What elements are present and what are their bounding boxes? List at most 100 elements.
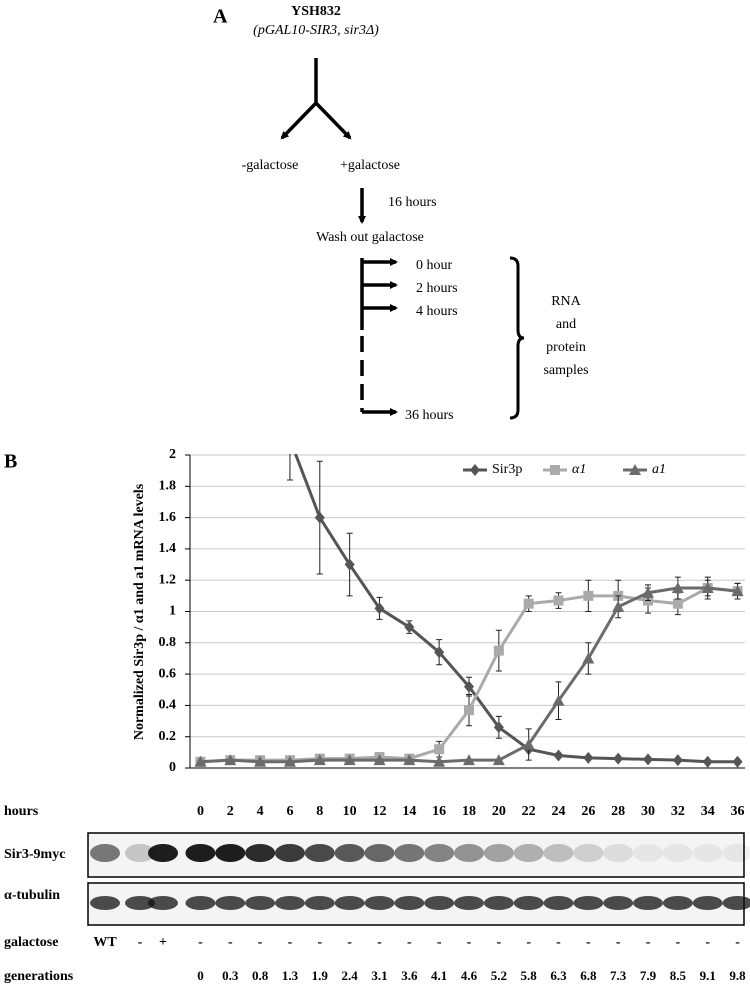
galactose-label: - (138, 935, 143, 950)
x-tick-label: 26 (581, 804, 595, 819)
marker (522, 738, 535, 750)
y-tick-label: 1.4 (159, 541, 177, 556)
timepoint: 0 hour (416, 258, 453, 273)
marker (313, 754, 326, 766)
galactose-label: - (317, 935, 322, 950)
marker (314, 511, 325, 524)
band (603, 844, 634, 862)
y-tick-label: 1.8 (159, 479, 177, 494)
series-line (200, 586, 738, 764)
band (513, 844, 544, 862)
marker (463, 705, 474, 716)
marker (672, 754, 683, 767)
marker (582, 652, 595, 664)
generation-label: 4.6 (461, 968, 478, 983)
generation-label: 1.9 (312, 968, 329, 983)
marker (434, 744, 445, 755)
generation-label: 0 (197, 968, 204, 983)
marker (613, 752, 624, 765)
generation-label: 4.1 (431, 968, 447, 983)
plot-area (194, 454, 744, 768)
arrow (280, 101, 318, 140)
marker (523, 598, 534, 609)
legend-label: a1 (652, 462, 666, 477)
marker (702, 755, 713, 768)
band (722, 844, 750, 862)
marker (550, 465, 560, 475)
marker (732, 755, 743, 768)
marker (583, 751, 594, 764)
generation-label: 0.8 (252, 968, 269, 983)
galactose-label: - (198, 935, 203, 950)
band (125, 896, 155, 910)
marker (224, 754, 237, 766)
band (692, 896, 723, 910)
row-label: galactose (4, 935, 58, 950)
duration: 16 hours (388, 195, 437, 210)
x-tick-label: 28 (611, 804, 625, 819)
generation-label: 6.8 (580, 968, 597, 983)
marker (343, 754, 356, 766)
x-tick-label: 6 (286, 804, 293, 819)
strain: YSH832 (291, 4, 341, 19)
legend: Sir3p α1 a1 (463, 462, 666, 477)
band (483, 844, 514, 862)
marker (583, 590, 594, 601)
generation-label: 0.3 (222, 968, 239, 983)
y-tick-label: 1 (169, 604, 176, 619)
x-tick-label: 10 (343, 804, 357, 819)
galactose-label: - (496, 935, 501, 950)
band (633, 896, 664, 910)
band (245, 896, 276, 910)
galactose-label: - (556, 935, 561, 950)
band (424, 896, 455, 910)
bracket (509, 256, 525, 420)
galactose-label: - (616, 935, 621, 950)
galactose-label: - (676, 935, 681, 950)
band (483, 896, 514, 910)
galactose-label: - (377, 935, 382, 950)
panel-label: A (213, 6, 228, 28)
x-tick-label: 20 (492, 804, 506, 819)
galactose-label: - (407, 935, 412, 950)
x-tick-label: 22 (522, 804, 536, 819)
genotype: (pGAL10-SIR3, sir3Δ) (253, 23, 379, 38)
band (453, 896, 484, 910)
sample-label: RNA (551, 294, 581, 309)
y-tick-label: 0.6 (159, 666, 177, 681)
marker (470, 464, 480, 476)
y-tick-label: 1.6 (159, 510, 177, 525)
band (148, 896, 178, 910)
condition: +galactose (340, 158, 400, 173)
x-tick-label: 16 (432, 804, 446, 819)
band (274, 844, 305, 862)
band (722, 896, 750, 910)
marker (642, 586, 655, 598)
band (304, 844, 335, 862)
x-tick-label: 24 (552, 804, 566, 819)
galactose-label: - (258, 935, 263, 950)
galactose-label: + (159, 935, 167, 950)
grid: 0 0.2 0.4 0.6 0.8 1 1.2 1.4 1.6 1.8 2 (159, 447, 745, 775)
band (633, 844, 664, 862)
marker (283, 755, 296, 767)
series-line (200, 586, 738, 764)
sample-label: samples (543, 363, 588, 378)
galactose-label: - (228, 935, 233, 950)
marker (629, 464, 641, 475)
generation-label: 7.3 (610, 968, 627, 983)
legend-label: α1 (572, 462, 586, 477)
band (90, 896, 120, 910)
marker (373, 754, 386, 766)
band (215, 844, 246, 862)
x-tick-label: 8 (316, 804, 323, 819)
band (274, 896, 305, 910)
marker (671, 582, 684, 594)
galactose-label: - (586, 935, 591, 950)
x-tick-label: 30 (641, 804, 655, 819)
marker (612, 600, 625, 612)
band (185, 896, 216, 910)
marker (493, 645, 504, 656)
marker (434, 646, 445, 659)
